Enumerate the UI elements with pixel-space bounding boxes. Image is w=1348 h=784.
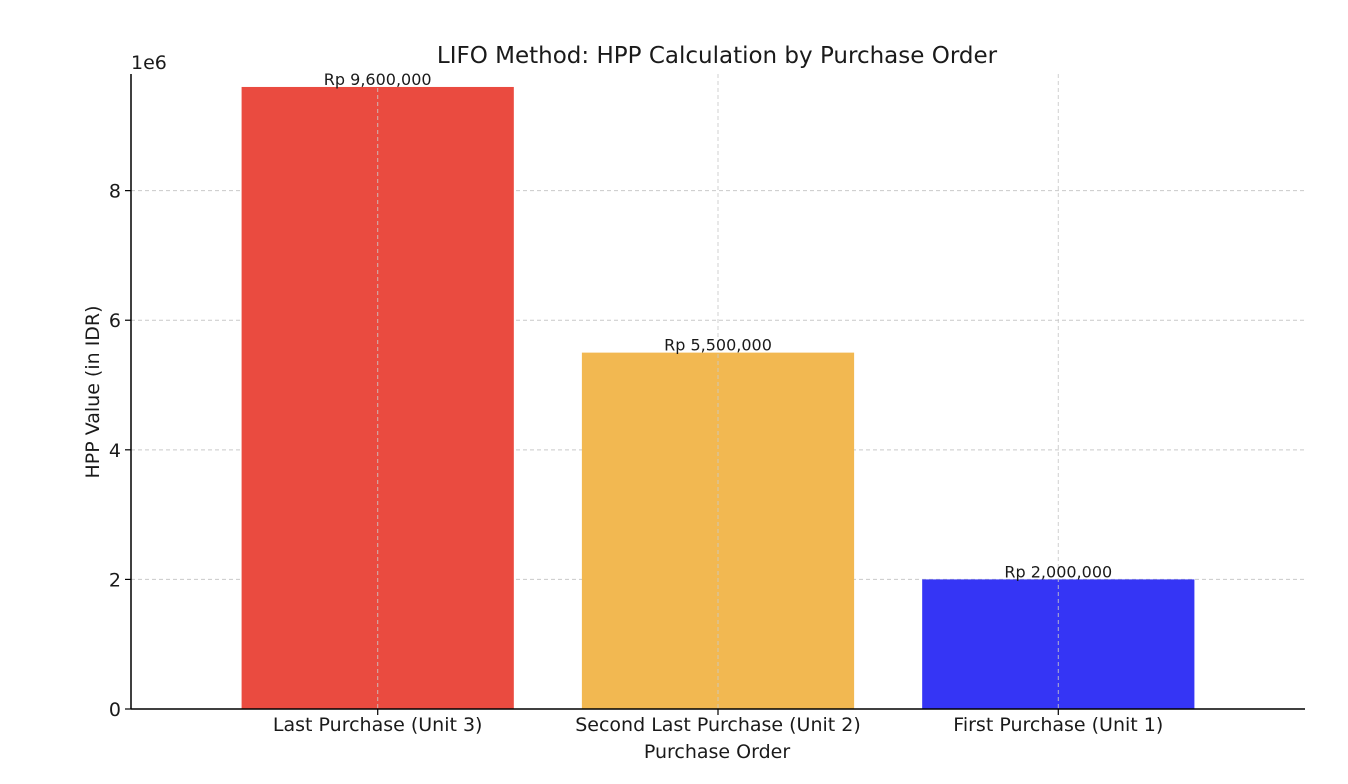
- y-tick-label: 6: [109, 310, 121, 332]
- vertical-grid-lines: [377, 74, 1059, 709]
- bar-value-label: Rp 9,600,000: [324, 70, 432, 89]
- y-tick-label: 0: [109, 699, 121, 721]
- x-tick-label: Second Last Purchase (Unit 2): [575, 714, 861, 736]
- y-tick-label: 4: [109, 440, 121, 462]
- x-tick-label: First Purchase (Unit 1): [953, 714, 1163, 736]
- axes: 0 2 4 6 8 Last Purchase (Unit 3) Second Last P…: [109, 74, 1305, 736]
- y-tick-label: 8: [109, 181, 121, 203]
- x-tick-label: Last Purchase (Unit 3): [273, 714, 483, 736]
- bar-value-label: Rp 2,000,000: [1004, 562, 1112, 581]
- bar-value-label: Rp 5,500,000: [664, 336, 772, 355]
- y-scale-label: 1e6: [131, 52, 167, 74]
- data-labels: Rp 9,600,000 Rp 5,500,000 Rp 2,000,000: [324, 70, 1112, 581]
- x-axis-label: Purchase Order: [644, 741, 791, 763]
- y-axis-label: HPP Value (in IDR): [82, 305, 104, 478]
- chart-title: LIFO Method: HPP Calculation by Purchase…: [437, 43, 998, 69]
- y-tick-label: 2: [109, 569, 121, 591]
